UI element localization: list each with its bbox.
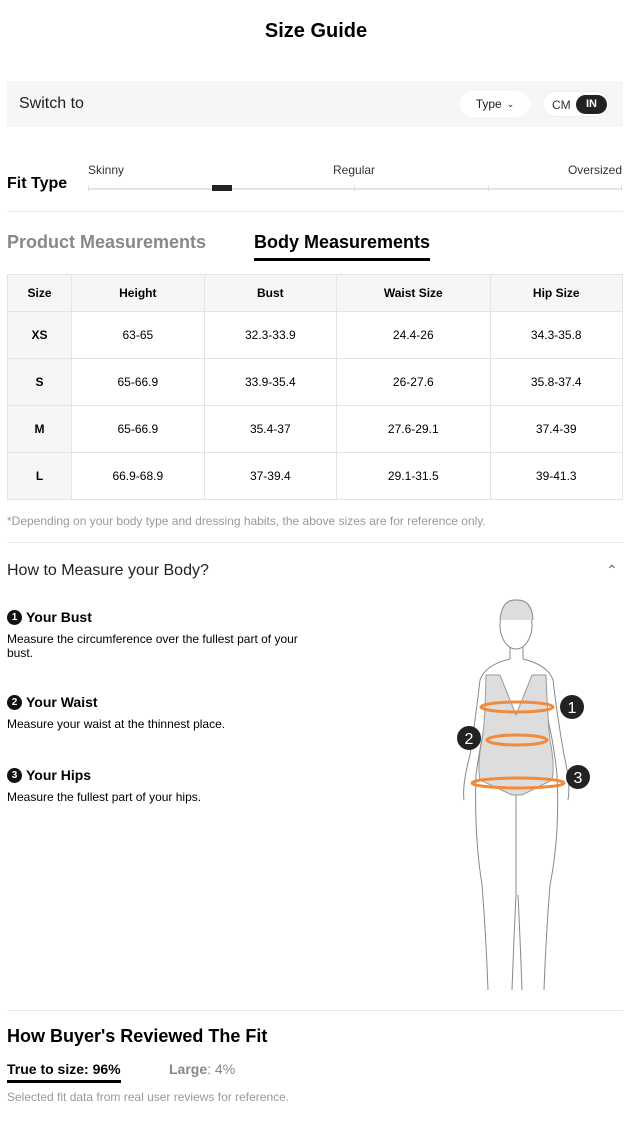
divider [7,1010,623,1011]
svg-text:3: 3 [574,770,583,787]
table-cell: 37-39.4 [203,452,338,500]
switch-label: Switch to [19,95,84,112]
fit-label-oversized: Oversized [567,163,622,177]
table-cell: 35.4-37 [203,405,338,453]
table-cell: 24.4-26 [336,311,491,359]
table-row: M 65-66.9 35.4-37 27.6-29.1 37.4-39 [6,405,623,453]
column-header: Bust [203,274,338,312]
body-figure-illustration: 1 2 3 [457,599,590,991]
table-cell: 29.1-31.5 [336,452,491,500]
table-row: S 65-66.9 33.9-35.4 26-27.6 35.8-37.4 [6,358,623,406]
number-badges: 1 2 3 [457,695,590,789]
table-cell: 26-27.6 [336,358,491,406]
divider [7,211,623,212]
fit-label-regular: Regular [333,163,376,177]
measure-desc: Measure the circumference over the fulle… [7,632,298,660]
reviews-title: How Buyer's Reviewed The Fit [7,1026,268,1046]
number-2-icon: 2 [7,694,22,710]
table-cell: 65-66.9 [71,358,205,406]
measure-title: Your Hips [26,767,92,783]
fit-tick [354,185,355,191]
tab-true-to-size[interactable]: True to size: 96% [7,1061,121,1083]
fit-tick [488,185,489,191]
measure-desc: Measure your waist at the thinnest place… [7,717,226,731]
column-header: Size [6,274,73,312]
table-cell: XS [6,311,73,359]
svg-text:2: 2 [465,731,474,748]
page-title: Size Guide [264,20,368,42]
tab-body-measurements[interactable]: Body Measurements [254,232,431,261]
measure-title: Your Bust [26,609,92,625]
table-cell: 65-66.9 [71,405,205,453]
table-cell: 34.3-35.8 [489,311,623,359]
tab-large[interactable]: Large: 4% [169,1061,235,1077]
fit-label-skinny: Skinny [88,163,125,177]
unit-cm[interactable]: CM [552,98,571,112]
reviews-note: Selected fit data from real user reviews… [7,1090,290,1104]
reference-note: *Depending on your body type and dressin… [7,514,486,528]
divider [7,542,623,543]
fit-marker [211,185,232,191]
switch-bar: Switch to Type ⌄ CM IN [7,81,623,127]
type-dropdown[interactable]: Type ⌄ [460,91,530,117]
fit-tick [88,185,89,191]
size-table: Size Height Bust Waist Size Hip Size XS 63-65… [6,274,623,500]
column-header: Hip Size [489,274,623,312]
chevron-down-icon: ⌄ [506,98,515,109]
large-value: : 4% [207,1061,236,1077]
unit-in[interactable]: IN [576,95,607,114]
measure-title: Your Waist [26,694,98,710]
table-cell: 39-41.3 [489,452,623,500]
table-cell: 66.9-68.9 [71,452,205,500]
unit-toggle[interactable]: CM IN [542,91,610,117]
fit-tick [621,185,622,191]
how-to-measure-title: How to Measure your Body? [7,562,209,579]
large-label: Large [169,1061,208,1077]
measure-item-bust: 1 Your Bust Measure the circumference ove… [7,609,307,660]
fit-type-title: Fit Type [7,175,68,192]
type-label: Type [475,97,502,111]
table-header-row: Size Height Bust Waist Size Hip Size [6,274,623,312]
measure-desc: Measure the fullest part of your hips. [7,790,202,804]
number-3-icon: 3 [7,767,22,783]
table-cell: M [6,405,73,453]
table-cell: 35.8-37.4 [489,358,623,406]
table-cell: 27.6-29.1 [336,405,491,453]
table-cell: 37.4-39 [489,405,623,453]
fit-scale [88,185,622,191]
table-cell: 33.9-35.4 [203,358,338,406]
table-cell: 63-65 [71,311,205,359]
number-1-icon: 1 [7,609,22,625]
column-header: Height [71,274,205,312]
table-cell: 32.3-33.9 [203,311,338,359]
table-cell: S [6,358,73,406]
table-row: L 66.9-68.9 37-39.4 29.1-31.5 39-41.3 [6,452,623,500]
measure-item-hips: 3 Your Hips Measure the fullest part of y… [7,767,307,804]
measure-item-waist: 2 Your Waist Measure your waist at the th… [7,694,307,731]
table-row: XS 63-65 32.3-33.9 24.4-26 34.3-35.8 [6,311,623,359]
table-cell: L [6,452,73,500]
column-header: Waist Size [336,274,491,312]
tab-product-measurements[interactable]: Product Measurements [7,232,207,252]
chevron-up-icon[interactable]: ⌃ [606,562,618,578]
svg-text:1: 1 [568,700,577,717]
